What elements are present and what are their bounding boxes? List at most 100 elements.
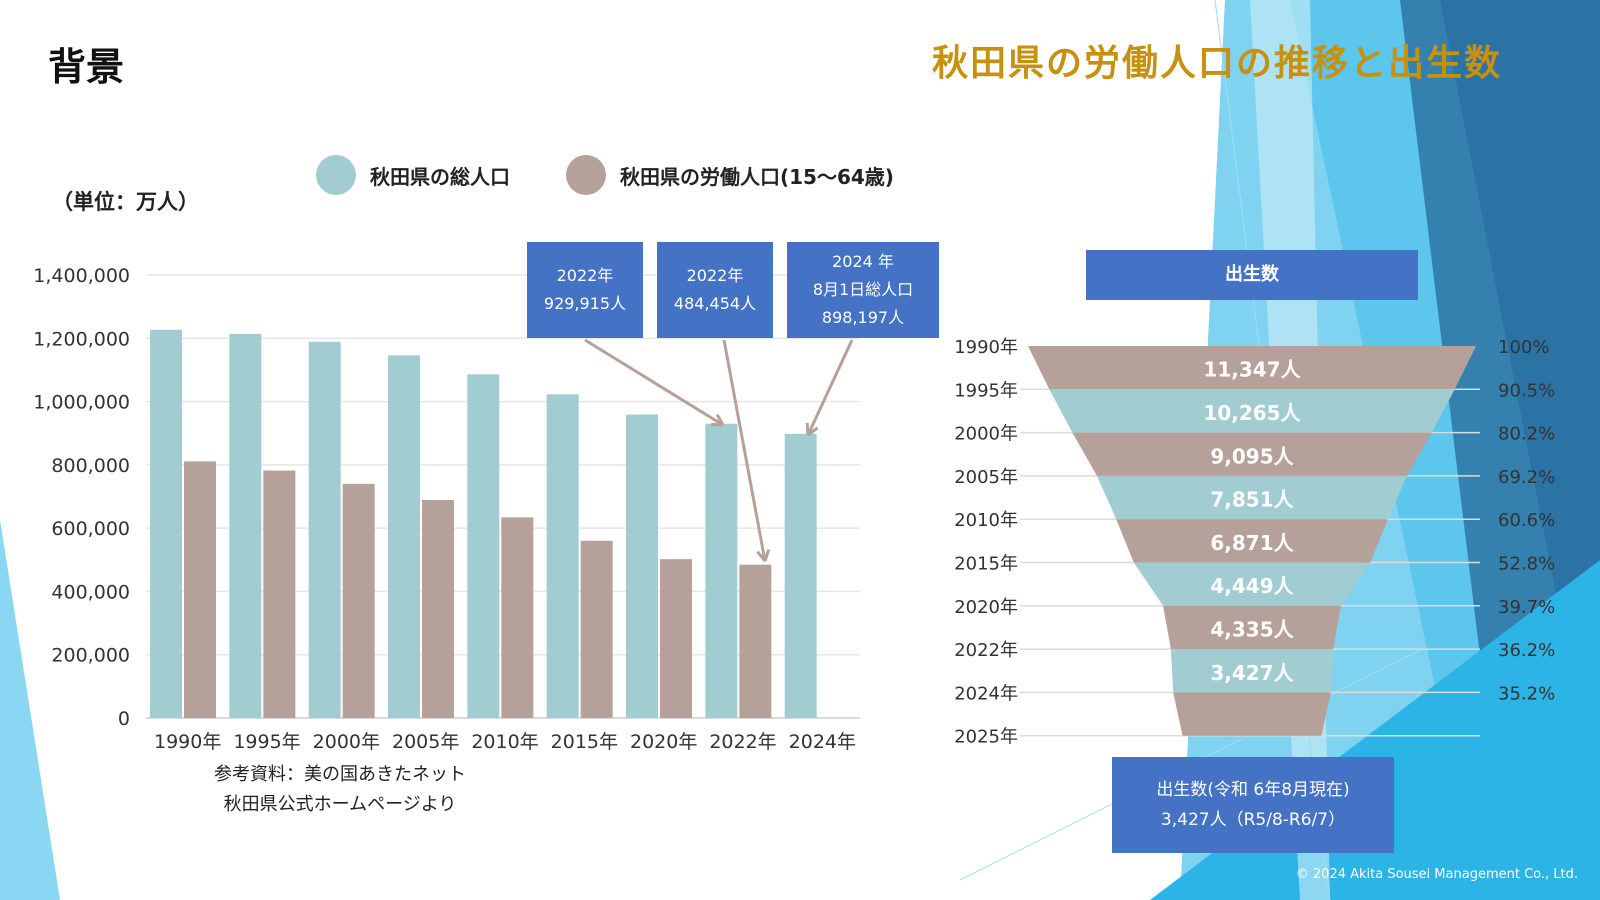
bar-labor [660, 559, 692, 718]
slide-title: 秋田県の労働人口の推移と出生数 [931, 43, 1502, 84]
arrow-head [715, 413, 725, 426]
callout-year: 2024 年 [832, 252, 894, 271]
x-tick-label: 2024年 [789, 731, 856, 753]
x-tick-label: 2022年 [709, 731, 776, 753]
funnel-value-label: 10,265人 [1203, 401, 1301, 425]
funnel-percent-label: 39.7% [1498, 597, 1555, 618]
bar-total [467, 374, 500, 718]
birth-count-note: 出生数(令和 6年8月現在) 3,427人（R5/8-R6/7） [1112, 757, 1394, 853]
funnel-year-label: 2005年 [954, 467, 1018, 488]
bar-total [308, 341, 341, 718]
bar-labor [184, 461, 216, 718]
arrow-head [805, 422, 810, 436]
funnel-year-label: 2025年 [954, 727, 1018, 748]
y-tick-label: 600,000 [51, 518, 130, 540]
funnel-value-label: 3,427人 [1210, 661, 1294, 685]
funnel-value-label: 6,871人 [1210, 531, 1294, 555]
funnel-percent-label: 69.2% [1498, 467, 1555, 488]
bar-total [150, 329, 182, 718]
callout-2022-labor: 2022年 484,454人 [657, 242, 773, 338]
bar-total [229, 333, 262, 718]
funnel-year-label: 1995年 [954, 380, 1018, 401]
y-tick-label: 1,000,000 [33, 392, 130, 414]
callout-value: 484,454人 [673, 294, 757, 313]
legend-swatch-total [316, 155, 356, 195]
bar-labor [422, 499, 454, 718]
funnel-value-label: 9,095人 [1210, 444, 1294, 468]
funnel-percent-label: 100% [1498, 337, 1549, 358]
y-tick-label: 0 [118, 708, 130, 730]
callout-value: 929,915人 [543, 294, 627, 313]
funnel-segment [1096, 475, 1408, 520]
funnel-percent-label: 90.5% [1498, 380, 1555, 401]
y-tick-label: 1,200,000 [33, 328, 130, 350]
funnel-segment [1173, 692, 1331, 736]
funnel-year-label: 2024年 [954, 683, 1018, 704]
x-tick-label: 1990年 [154, 731, 221, 753]
callout-date: 8月1日総人口 [812, 280, 914, 299]
y-tick-label: 400,000 [51, 581, 130, 603]
arrow-head [807, 426, 819, 437]
callout-arrow [722, 339, 767, 562]
bar-total [784, 433, 817, 718]
bar-labor [739, 564, 772, 718]
arrow-head [710, 422, 724, 427]
funnel-year-label: 1990年 [954, 337, 1018, 358]
source-line: 秋田県公式ホームページより [223, 794, 457, 815]
y-tick-label: 800,000 [51, 455, 130, 477]
x-tick-label: 2020年 [630, 731, 697, 753]
funnel-percent-label: 52.8% [1498, 554, 1555, 575]
arrow-head [756, 550, 767, 562]
legend-label-total: 秋田県の総人口 [370, 164, 510, 189]
x-tick-label: 2015年 [551, 731, 618, 753]
callout-arrow [584, 338, 724, 427]
callout-arrow [806, 339, 854, 436]
funnel-value-label: 4,335人 [1210, 617, 1294, 641]
birth-count-header: 出生数 [1086, 250, 1418, 300]
y-tick-label: 200,000 [51, 645, 130, 667]
x-tick-label: 1995年 [233, 731, 300, 753]
callout-2022-total: 2022年 929,915人 [527, 242, 643, 338]
unit-label: （単位：万人） [52, 190, 199, 214]
funnel-segment [1170, 649, 1334, 693]
funnel-percent-label: 36.2% [1498, 640, 1555, 661]
callout-2024-total: 2024 年 8月1日総人口 898,197人 [787, 242, 939, 338]
callout-value: 898,197人 [821, 308, 905, 327]
funnel-year-label: 2020年 [954, 597, 1018, 618]
bar-labor [263, 470, 296, 718]
copyright: © 2024 Akita Sousei Management Co., Ltd. [1295, 867, 1578, 882]
funnel-segment [1028, 346, 1476, 390]
funnel-year-label: 2000年 [954, 424, 1018, 445]
source-line: 参考資料：美の国あきたネット [214, 764, 466, 785]
funnel-year-label: 2022年 [954, 640, 1018, 661]
bar-labor [580, 540, 613, 718]
funnel-year-label: 2015年 [954, 554, 1018, 575]
funnel-value-label: 7,851人 [1210, 488, 1294, 512]
legend-label-labor: 秋田県の労働人口(15～64歳) [620, 164, 894, 189]
x-tick-label: 2005年 [392, 731, 459, 753]
funnel-value-label: 4,449人 [1210, 574, 1294, 598]
funnel-percent-label: 80.2% [1498, 424, 1555, 445]
bar-labor [342, 483, 375, 718]
bar-total [546, 394, 579, 718]
funnel-segment [1163, 605, 1341, 650]
x-tick-label: 2010年 [471, 731, 538, 753]
funnel-segment [1072, 432, 1432, 476]
callout-year: 2022年 [556, 266, 614, 285]
bar-total [705, 423, 738, 718]
bar-total [388, 355, 420, 718]
funnel-segment [1116, 519, 1388, 563]
bar-labor [501, 517, 534, 718]
funnel-percent-label: 35.2% [1498, 683, 1555, 704]
bar-total [626, 414, 658, 718]
y-tick-label: 1,400,000 [33, 265, 130, 287]
funnel-value-label: 11,347人 [1203, 358, 1301, 382]
legend-item-total: 秋田県の総人口 [316, 155, 510, 195]
slide-heading: 背景 [48, 45, 125, 89]
callout-year: 2022年 [686, 266, 744, 285]
funnel-segment [1049, 389, 1455, 433]
note-line: 3,427人（R5/8-R6/7） [1160, 810, 1346, 830]
legend-item-labor: 秋田県の労働人口(15～64歳) [566, 155, 894, 195]
arrow-head [763, 549, 771, 562]
legend-swatch-labor [566, 155, 606, 195]
